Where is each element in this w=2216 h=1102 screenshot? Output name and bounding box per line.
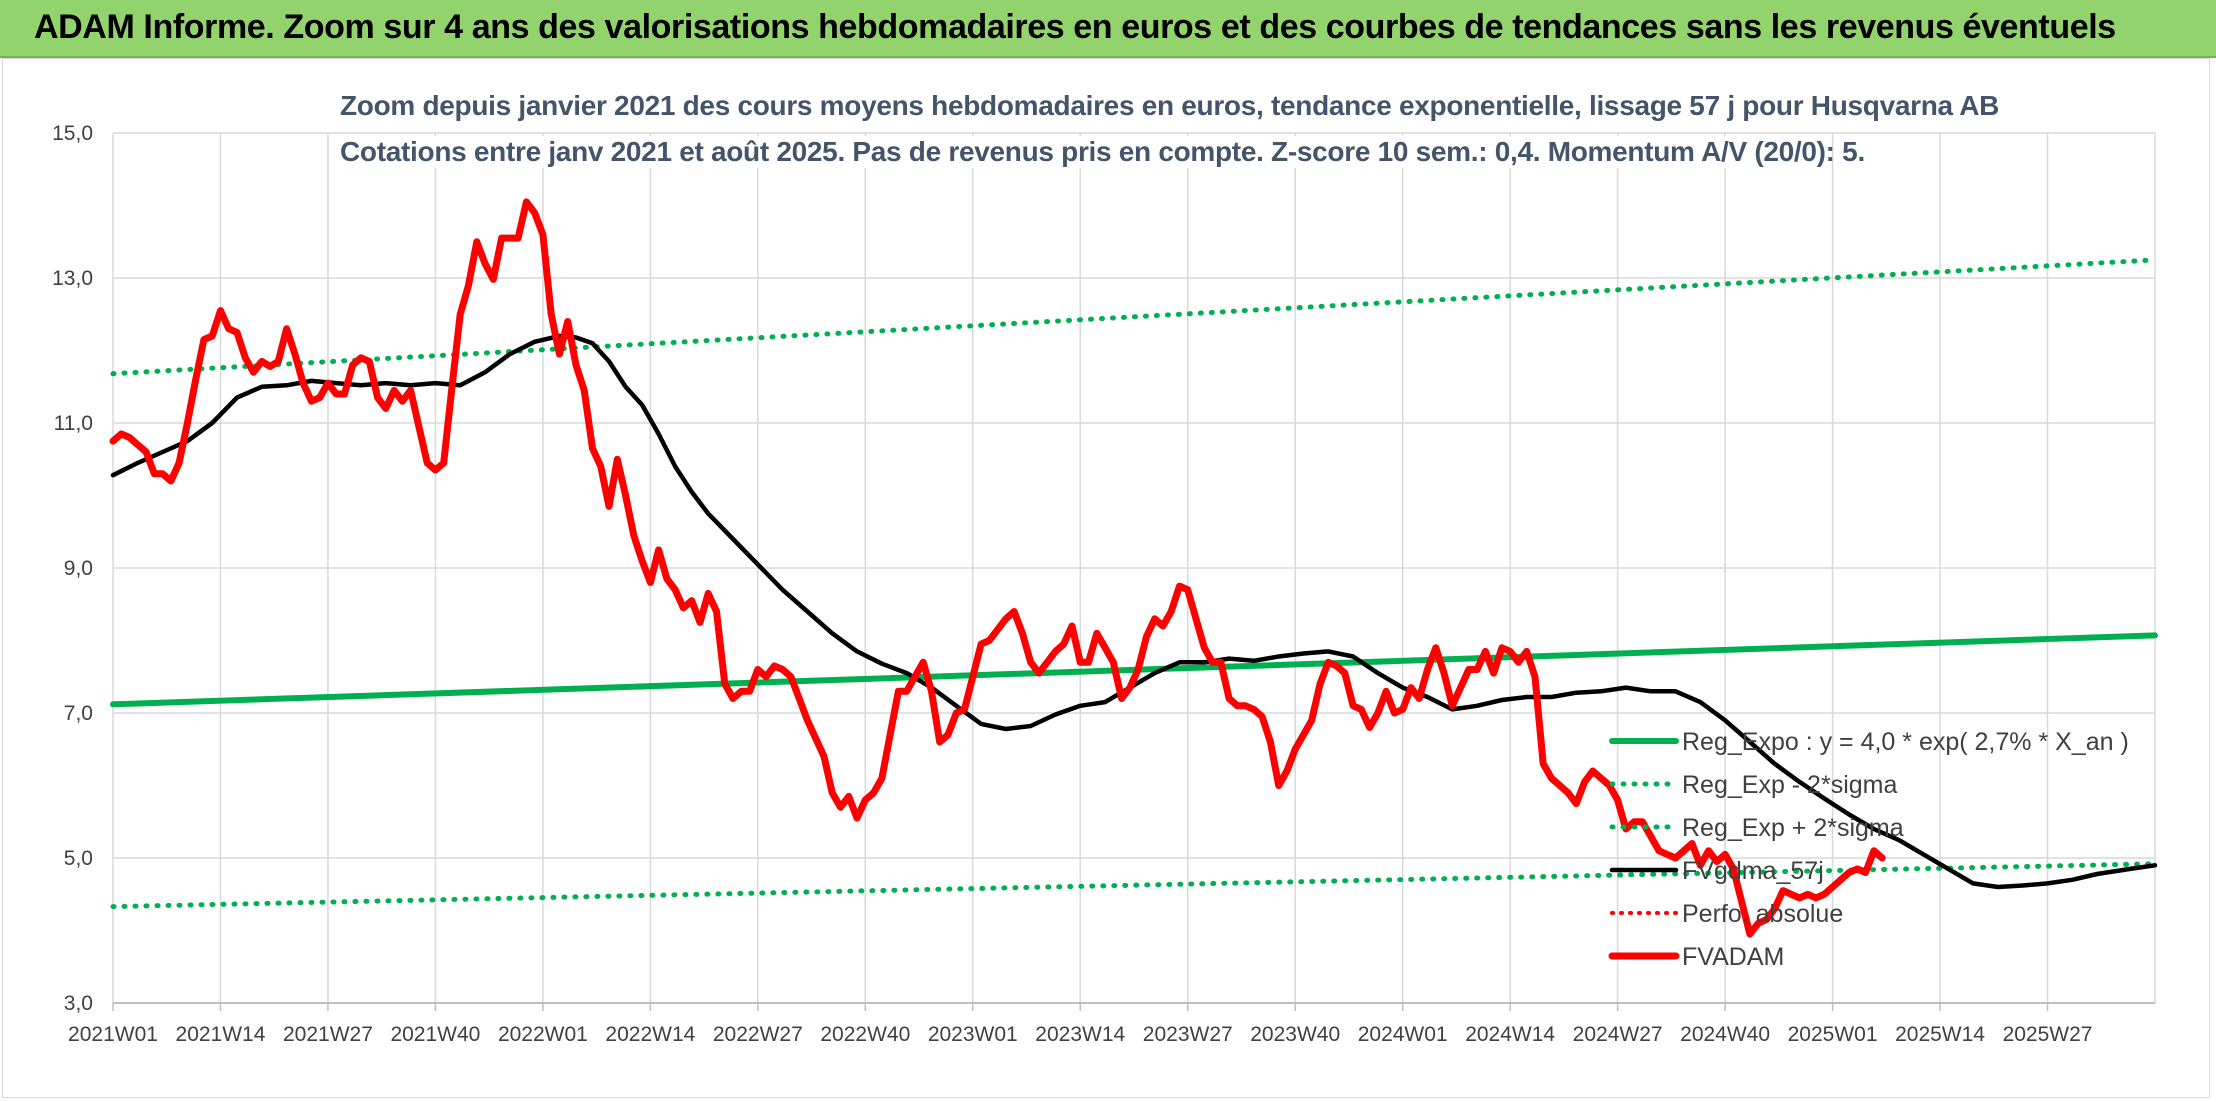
- x-tick-label: 2023W14: [1035, 1023, 1125, 1046]
- reg-exp-minus-2sigma-line: [110, 861, 2158, 910]
- x-tick-label: 2021W01: [68, 1023, 158, 1046]
- fvgdma-57j-line: [110, 333, 2158, 890]
- chart-subtitle: Cotations entre janv 2021 et août 2025. …: [340, 136, 1865, 168]
- y-tick-label: 3,0: [64, 992, 93, 1015]
- legend-label: Reg_Exp - 2*sigma: [1682, 771, 1897, 799]
- banner-title: ADAM Informe. Zoom sur 4 ans des valoris…: [34, 8, 2116, 46]
- y-tick-label: 9,0: [64, 557, 93, 580]
- chart-frame: [2, 58, 2210, 1098]
- x-tick-label: 2024W40: [1680, 1023, 1770, 1046]
- x-tick-label: 2023W01: [928, 1023, 1018, 1046]
- y-tick-label: 15,0: [52, 122, 93, 145]
- x-tick-label: 2025W14: [1895, 1023, 1985, 1046]
- x-tick-label: 2024W01: [1358, 1023, 1448, 1046]
- x-tick-label: 2023W40: [1250, 1023, 1340, 1046]
- y-tick-label: 7,0: [64, 702, 93, 725]
- y-tick-label: 13,0: [52, 267, 93, 290]
- x-tick-label: 2021W27: [283, 1023, 373, 1046]
- legend-label: FVgdma_57j: [1682, 857, 1824, 885]
- x-tick-label: 2025W01: [1788, 1023, 1878, 1046]
- x-tick-label: 2023W27: [1143, 1023, 1233, 1046]
- y-tick-label: 11,0: [54, 412, 93, 435]
- x-tick-label: 2021W40: [390, 1023, 480, 1046]
- x-tick-label: 2022W27: [713, 1023, 803, 1046]
- x-tick-label: 2022W01: [498, 1023, 588, 1046]
- chart-title: Zoom depuis janvier 2021 des cours moyen…: [340, 90, 2000, 122]
- reg-expo-line: [110, 632, 2158, 708]
- legend-label: Reg_Exp + 2*sigma: [1682, 814, 1904, 842]
- report-banner: ADAM Informe. Zoom sur 4 ans des valoris…: [0, 0, 2216, 58]
- x-tick-label: 2024W27: [1573, 1023, 1663, 1046]
- fvadam-line: [109, 198, 1886, 938]
- y-tick-label: 5,0: [64, 847, 93, 870]
- x-tick-label: 2021W14: [176, 1023, 266, 1046]
- legend-label: FVADAM: [1682, 943, 1784, 971]
- x-tick-label: 2022W40: [820, 1023, 910, 1046]
- legend-label: Reg_Expo : y = 4,0 * exp( 2,7% * X_an ): [1682, 728, 2129, 756]
- x-tick-label: 2022W14: [605, 1023, 695, 1046]
- reg-exp-plus-2sigma-line: [110, 257, 2158, 377]
- x-tick-label: 2024W14: [1465, 1023, 1555, 1046]
- x-tick-label: 2025W27: [2003, 1023, 2093, 1046]
- legend-label: Perfo. absolue: [1682, 900, 1843, 928]
